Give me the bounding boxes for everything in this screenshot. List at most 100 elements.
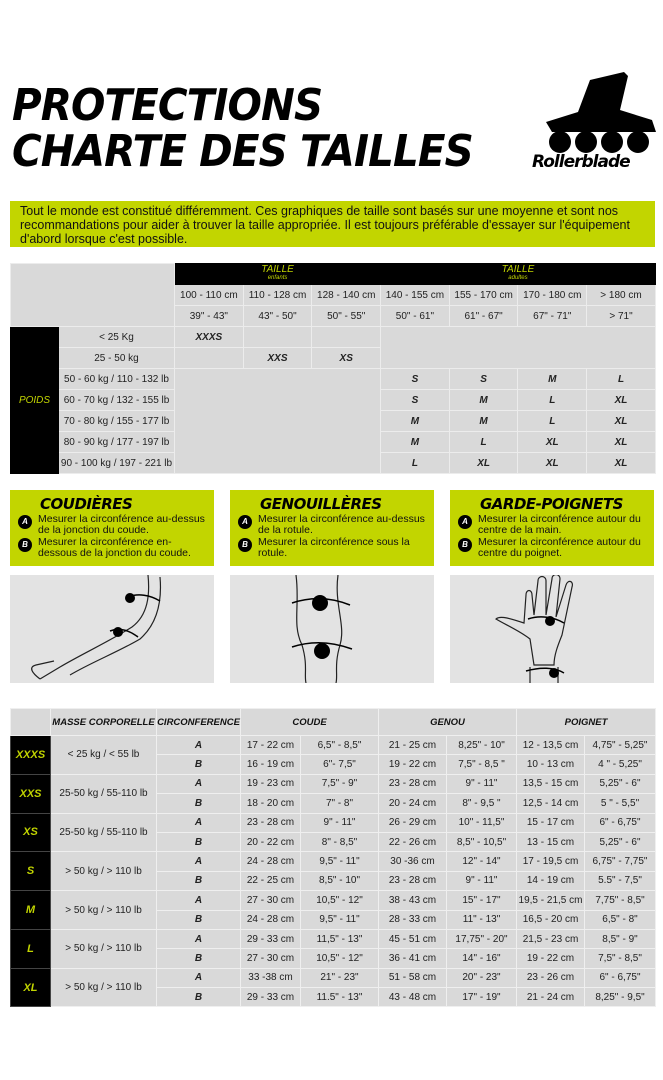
height-cell: 50" - 61"	[380, 305, 450, 327]
size-cell: M	[448, 410, 519, 432]
weight-row: 50 - 60 kg / 110 - 132 lb S S M L	[11, 368, 656, 474]
measurement-cell: 27 - 30 cm	[240, 890, 301, 911]
height-cell: 100 - 110 cm	[174, 284, 244, 306]
measurement-cell: 22 - 26 cm	[378, 831, 447, 853]
weight-row: 80 - 90 kg / 177 - 197 lb M L XL XL	[11, 431, 656, 453]
measurement-cell: 10 - 13 cm	[516, 754, 585, 775]
group-kids: TAILLE enfants	[173, 263, 382, 285]
measurement-cell: 19,5 - 21,5 cm	[516, 890, 585, 911]
measurement-cell: 11.5" - 13"	[300, 987, 379, 1008]
panel-genouilleres: GENOUILLÈRES A Mesurer la circonférence au…	[230, 490, 434, 566]
height-cell: 140 - 155 cm	[380, 284, 450, 306]
measurement-cell: 6" - 6,75"	[583, 812, 657, 833]
weight-cell: 80 - 90 kg / 177 - 197 lb	[58, 431, 175, 453]
measurement-cell: 21,5 - 23 cm	[516, 928, 585, 950]
size-cell: S	[380, 389, 450, 411]
knee-illustration	[230, 574, 434, 684]
instruction-item: A Mesurer la circonférence au-dessus de l…	[18, 514, 206, 536]
title-line-2: CHARTE DES TAILLES	[12, 126, 474, 177]
measurement-row: XL > 50 kg / > 110 lb A 33 -38 cm 21" - 23" 5…	[10, 967, 657, 1008]
circumference-label: A	[156, 773, 241, 795]
column-header: COUDE	[240, 708, 379, 736]
measurement-cell: 16 - 19 cm	[240, 754, 301, 775]
weight-row: 90 - 100 kg / 197 - 221 lb L XL XL XL	[11, 452, 656, 474]
size-cell: XXXS	[174, 326, 244, 348]
measurement-cell: 8" - 8,5"	[300, 831, 379, 853]
measurement-cell: 15" - 17"	[446, 890, 517, 911]
mass-cell: > 50 kg / > 110 lb	[50, 851, 157, 892]
size-cell: L	[517, 410, 588, 432]
measurement-cell: 12 - 13,5 cm	[516, 734, 585, 756]
mass-cell: > 50 kg / > 110 lb	[50, 967, 157, 1008]
size-cell: M	[380, 410, 450, 432]
measurement-cell: 5.5" - 7,5"	[583, 870, 657, 892]
weight-row: 60 - 70 kg / 132 - 155 lb S M L XL	[11, 389, 656, 411]
size-label: L	[10, 928, 51, 969]
panel-title: COUDIÈRES	[40, 495, 133, 513]
page-title: PROTECTIONS CHARTE DES TAILLES	[12, 84, 474, 177]
measurement-cell: 8,25" - 10"	[446, 734, 517, 756]
measurement-cell: 36 - 41 cm	[378, 948, 447, 969]
size-label: XL	[10, 967, 51, 1008]
measurement-row: B 18 - 20 cm 7" - 8" 20 - 24 cm 8" - 9,5 " 12…	[11, 793, 657, 814]
measurement-cell: 11" - 13"	[446, 909, 517, 930]
measurement-row: B 29 - 33 cm 11.5" - 13" 43 - 48 cm 17" - 19…	[11, 987, 657, 1008]
weight-cell: 25 - 50 kg	[58, 347, 175, 369]
measurement-cell: 9,5" - 11"	[300, 909, 379, 930]
measurement-cell: 26 - 29 cm	[378, 812, 447, 833]
measurement-cell: 21 - 25 cm	[378, 734, 447, 756]
height-cell: 170 - 180 cm	[517, 284, 588, 306]
empty-cell	[173, 368, 382, 474]
circumference-label: A	[156, 734, 241, 756]
measurement-cell: 4 " - 5,25"	[583, 754, 657, 775]
column-header	[10, 708, 51, 736]
size-cell: XS	[311, 347, 382, 369]
measurement-cell: 19 - 22 cm	[378, 754, 447, 775]
circumference-label: A	[156, 851, 241, 872]
measurement-cell: 14 - 19 cm	[516, 870, 585, 892]
weight-cell: < 25 Kg	[58, 326, 175, 348]
group-adults: TAILLE adultes	[380, 263, 656, 285]
circumference-label: A	[156, 967, 241, 989]
measurement-row: B 24 - 28 cm 9,5" - 11" 28 - 33 cm 11" - 13"…	[11, 909, 657, 930]
measurement-cell: 7" - 8"	[300, 793, 379, 814]
weight-cell: 60 - 70 kg / 132 - 155 lb	[58, 389, 175, 411]
size-cell: XL	[586, 389, 656, 411]
measurement-cell: 13,5 - 15 cm	[516, 773, 585, 795]
measurement-cell: 12" - 14"	[446, 851, 517, 872]
measurement-cell: 17 - 19,5 cm	[516, 851, 585, 872]
measurement-cell: 45 - 51 cm	[378, 928, 447, 950]
badge-a-icon: A	[238, 515, 252, 529]
height-cell: 50" - 55"	[311, 305, 382, 327]
instruction-item: A Mesurer la circonférence autour du cent…	[458, 514, 646, 536]
group-header-row: TAILLE enfants TAILLE adultes	[10, 263, 656, 327]
measurement-row: S > 50 kg / > 110 lb A 24 - 28 cm 9,5" - 11"…	[10, 851, 657, 892]
measurement-cell: 7,5" - 9"	[300, 773, 379, 795]
group-sub: enfants	[267, 275, 288, 281]
heights_cm-row: 100 - 110 cm 110 - 128 cm 128 - 140 cm 140 …	[11, 284, 656, 306]
size-label: XXXS	[10, 735, 51, 775]
instruction-text: Mesurer la circonférence au-dessus de la…	[38, 513, 205, 536]
size-cell: L	[448, 431, 519, 453]
instruction-item: A Mesurer la circonférence au-dessus de l…	[238, 514, 426, 536]
measurement-cell: 23 - 28 cm	[240, 812, 301, 833]
height-cell: > 180 cm	[586, 284, 656, 306]
size-cell	[311, 326, 382, 348]
mass-cell: 25-50 kg / 55-110 lb	[50, 812, 157, 853]
measurement-cell: 7,5" - 8,5"	[583, 948, 657, 969]
elbow-illustration	[10, 574, 214, 683]
measurement-cell: 22 - 25 cm	[240, 870, 301, 892]
circumference-label: B	[156, 870, 241, 892]
badge-a-icon: A	[18, 515, 32, 529]
circumference-label: B	[156, 831, 241, 853]
panel-title: GARDE-POIGNETS	[480, 495, 623, 513]
measurement-cell: 17" - 19"	[446, 987, 517, 1008]
measurement-cell: 5,25" - 6"	[583, 773, 657, 795]
measurement-cell: 6" - 6,75"	[583, 967, 657, 989]
instruction-text: Mesurer la circonférence autour du centr…	[478, 513, 641, 536]
circumference-label: B	[156, 793, 241, 814]
size-label: S	[10, 851, 51, 892]
measurement-cell: 11,5" - 13"	[300, 928, 379, 950]
size-label: M	[10, 890, 51, 930]
badge-b-icon: B	[18, 538, 32, 552]
